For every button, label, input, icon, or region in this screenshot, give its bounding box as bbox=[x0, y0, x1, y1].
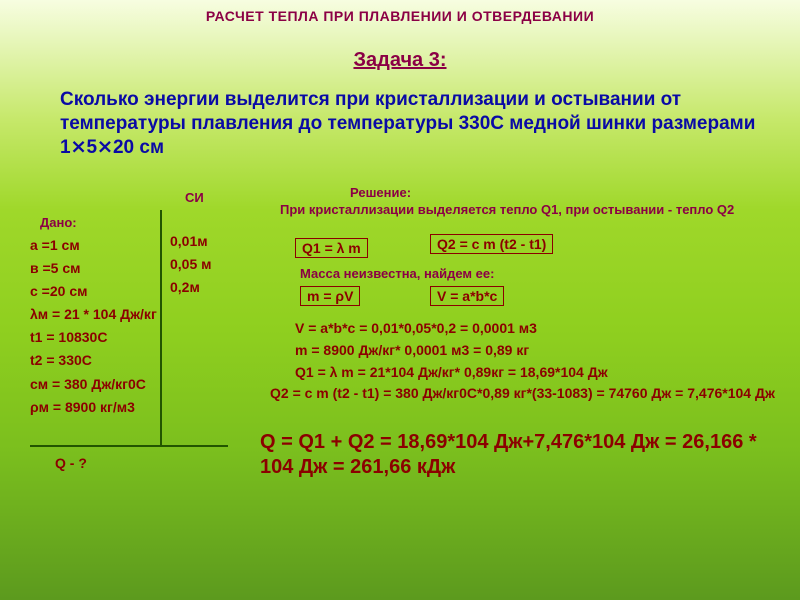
mass-note: Масса неизвестна, найдем ее: bbox=[300, 266, 494, 281]
v-calc: V = a*b*c = 0,01*0,05*0,2 = 0,0001 м3 bbox=[295, 320, 537, 336]
si-label: СИ bbox=[185, 190, 204, 205]
q1-calc: Q1 = λ m = 21*104 Дж/кг* 0,89кг = 18,69*… bbox=[295, 364, 785, 380]
si-c: 0,2м bbox=[170, 276, 212, 299]
given-b: в =5 см bbox=[30, 257, 180, 280]
given-label: Дано: bbox=[40, 215, 77, 230]
m-formula: m = ρV bbox=[300, 286, 360, 306]
solution-label: Решение: bbox=[350, 185, 411, 200]
given-a: a =1 см bbox=[30, 234, 180, 257]
m-calc: m = 8900 Дж/кг* 0,0001 м3 = 0,89 кг bbox=[295, 342, 529, 358]
q2-formula-box: Q2 = c m (t2 - t1) bbox=[430, 234, 553, 254]
solution-note: При кристаллизации выделяется тепло Q1, … bbox=[280, 202, 760, 218]
q1-formula-box: Q1 = λ m bbox=[295, 238, 368, 258]
q2-formula: Q2 = c m (t2 - t1) bbox=[430, 234, 553, 254]
given-t1: t1 = 10830C bbox=[30, 326, 180, 349]
si-b: 0,05 м bbox=[170, 253, 212, 276]
si-block: 0,01м 0,05 м 0,2м bbox=[170, 230, 212, 299]
v-formula: V = a*b*c bbox=[430, 286, 504, 306]
final-result: Q = Q1 + Q2 = 18,69*104 Дж+7,476*104 Дж … bbox=[260, 430, 790, 480]
given-t2: t2 = 330С bbox=[30, 349, 180, 372]
task-title: Задача 3: bbox=[0, 49, 800, 72]
given-cm: см = 380 Дж/кг0С bbox=[30, 373, 180, 396]
given-rho: ρм = 8900 кг/м3 bbox=[30, 396, 180, 419]
q1-formula: Q1 = λ m bbox=[295, 238, 368, 258]
given-block: a =1 см в =5 см с =20 см λм = 21 * 104 Д… bbox=[30, 234, 180, 419]
problem-statement: Сколько энергии выделится при кристаллиз… bbox=[60, 88, 760, 159]
si-a: 0,01м bbox=[170, 230, 212, 253]
given-c: с =20 см bbox=[30, 280, 180, 303]
slide-title: РАСЧЕТ ТЕПЛА ПРИ ПЛАВЛЕНИИ И ОТВЕРДЕВАНИ… bbox=[0, 0, 800, 24]
q2-calc: Q2 = c m (t2 - t1) = 380 Дж/кг0С*0,89 кг… bbox=[270, 384, 795, 402]
m-formula-box: m = ρV bbox=[300, 286, 360, 306]
given-lambda: λм = 21 * 104 Дж/кг bbox=[30, 303, 180, 326]
horizontal-divider bbox=[30, 445, 228, 447]
v-formula-box: V = a*b*c bbox=[430, 286, 504, 306]
question-q: Q - ? bbox=[55, 455, 87, 471]
